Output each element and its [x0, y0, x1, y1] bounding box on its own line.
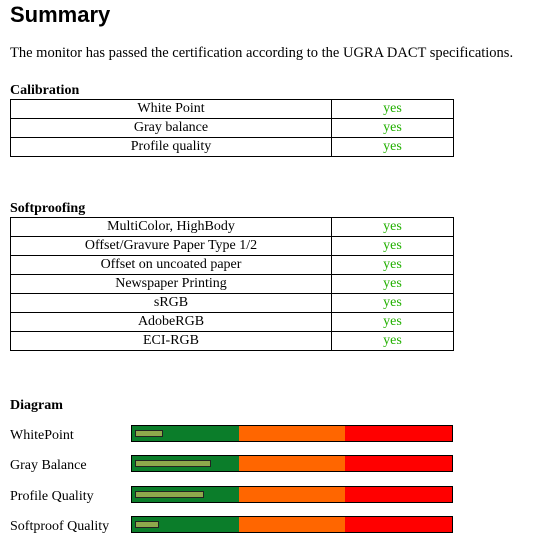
track: [131, 455, 453, 473]
track-zone: [238, 486, 346, 502]
track-zone: [238, 516, 346, 532]
criterion: White Point: [10, 99, 332, 119]
track-zone: [345, 516, 453, 532]
track-zone: [132, 426, 239, 441]
track: [131, 485, 453, 503]
result: yes: [331, 99, 454, 119]
result: yes: [331, 217, 454, 237]
criterion: sRGB: [10, 293, 332, 313]
table-row: Newspaper Printing yes: [10, 274, 454, 294]
result: yes: [331, 118, 454, 138]
result: yes: [331, 312, 454, 332]
table-row: sRGB yes: [10, 293, 454, 313]
criterion: Gray balance: [10, 118, 332, 138]
diagram-label: Gray Balance: [10, 458, 87, 474]
calibration-table: White Point yes Gray balance yes Profile qua…: [10, 99, 454, 157]
track-zone: [345, 456, 453, 472]
table-row: Offset/Gravure Paper Type 1/2 yes: [10, 236, 454, 256]
table-row: AdobeRGB yes: [10, 312, 454, 332]
result: yes: [331, 236, 454, 256]
section-heading: Diagram: [10, 398, 63, 413]
diagram-label: WhitePoint: [10, 428, 74, 443]
criterion: Newspaper Printing: [10, 274, 332, 294]
track-zone: [132, 516, 239, 532]
table-row: Profile quality yes: [10, 137, 454, 157]
indicator-bar: [135, 460, 211, 468]
track: [131, 425, 453, 442]
indicator-bar: [135, 430, 163, 437]
table-row: MultiColor, HighBody yes: [10, 217, 454, 237]
result: yes: [331, 274, 454, 294]
criterion: Offset/Gravure Paper Type 1/2: [10, 236, 332, 256]
result: yes: [331, 331, 454, 351]
indicator-bar: [135, 490, 205, 498]
table-row: Offset on uncoated paper yes: [10, 255, 454, 275]
table-row: Gray balance yes: [10, 118, 454, 138]
track-zone: [345, 486, 453, 502]
title: Summary: [10, 2, 111, 27]
diagram-label: Softproof Quality: [10, 518, 110, 534]
criterion: MultiColor, HighBody: [10, 217, 332, 237]
result: yes: [331, 293, 454, 313]
table-row: White Point yes: [10, 99, 454, 119]
section-heading: Calibration: [10, 83, 80, 98]
table-row: ECI-RGB yes: [10, 331, 454, 351]
intro: The monitor has passed the certification…: [10, 45, 514, 61]
track-zone: [238, 456, 346, 472]
criterion: Offset on uncoated paper: [10, 255, 332, 275]
result: yes: [331, 255, 454, 275]
track-zone: [238, 426, 346, 441]
track: [131, 515, 453, 533]
softproofing-table: MultiColor, HighBody yes Offset/Gravure Pa…: [10, 217, 454, 351]
criterion: Profile quality: [10, 137, 332, 157]
track-zone: [345, 426, 453, 441]
result: yes: [331, 137, 454, 157]
diagram-label: Profile Quality: [10, 488, 94, 504]
indicator-bar: [135, 520, 160, 528]
criterion: AdobeRGB: [10, 312, 332, 332]
criterion: ECI-RGB: [10, 331, 332, 351]
section-heading: Softproofing: [10, 201, 86, 216]
